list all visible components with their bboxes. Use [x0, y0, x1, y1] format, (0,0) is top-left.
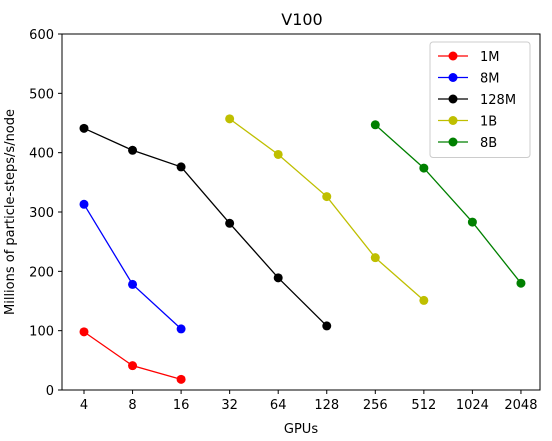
data-point: [273, 273, 283, 283]
legend-label: 1B: [480, 115, 497, 130]
data-point: [419, 295, 429, 305]
y-axis-label: Millions of particle-steps/s/node: [3, 109, 18, 315]
legend-item: 1M: [438, 50, 500, 65]
x-tick-label: 2048: [504, 398, 537, 413]
y-tick-label: 0: [46, 384, 54, 399]
series-line: [83, 203, 182, 330]
data-point: [467, 217, 477, 227]
y-tick-label: 300: [29, 206, 54, 221]
y-tick-label: 200: [29, 265, 54, 280]
legend-item: 128M: [438, 93, 516, 108]
data-point: [79, 123, 89, 133]
y-axis: 0 100 200 300 400 500 600: [29, 28, 62, 399]
x-tick-label: 4: [80, 398, 88, 413]
x-tick-label: 128: [314, 398, 339, 413]
chart-title: V100: [281, 10, 322, 29]
data-point: [322, 321, 332, 331]
legend-label: 1M: [480, 50, 500, 65]
data-point: [225, 114, 235, 124]
x-tick-label: 512: [411, 398, 436, 413]
series-8m: [79, 199, 186, 334]
legend-marker: [448, 94, 458, 104]
x-tick-label: 1024: [456, 398, 489, 413]
data-point: [128, 361, 138, 371]
legend-item: 8B: [438, 136, 497, 151]
data-point: [322, 192, 332, 202]
data-point: [79, 199, 89, 209]
series-1b: [225, 114, 429, 305]
legend-label: 8M: [480, 72, 500, 87]
legend-marker: [448, 73, 458, 82]
x-tick-label: 32: [221, 398, 238, 413]
series-128m: [79, 123, 332, 331]
y-tick-label: 500: [29, 87, 54, 102]
y-tick-label: 400: [29, 147, 54, 162]
series-line: [374, 124, 522, 284]
y-tick-label: 100: [29, 325, 54, 340]
x-tick-label: 256: [363, 398, 388, 413]
series-8b: [370, 120, 526, 288]
data-point: [370, 253, 380, 263]
legend: 1M 8M 128M 1B 8B: [429, 41, 531, 158]
series-line: [83, 127, 328, 327]
legend-label: 8B: [480, 136, 497, 151]
data-point: [225, 218, 235, 228]
series-layer: [79, 114, 526, 384]
x-tick-label: 64: [270, 398, 287, 413]
data-point: [419, 163, 429, 173]
data-point: [370, 120, 380, 130]
legend-frame: [429, 41, 531, 158]
data-point: [273, 149, 283, 159]
legend-marker: [448, 116, 458, 125]
x-tick-label: 16: [173, 398, 190, 413]
series-1m: [79, 327, 186, 384]
legend-marker: [448, 51, 458, 61]
data-point: [128, 145, 138, 155]
y-tick-label: 600: [29, 28, 54, 43]
series-line: [83, 331, 182, 380]
series-line: [229, 118, 425, 301]
legend-marker: [448, 137, 458, 147]
x-tick-label: 8: [128, 398, 136, 413]
data-point: [176, 324, 186, 334]
data-point: [79, 327, 89, 337]
legend-label: 128M: [480, 93, 516, 108]
x-axis: 4 8 16 32 64 128 256 512 1024 2048: [80, 390, 537, 413]
legend-item: 8M: [438, 72, 500, 87]
x-axis-label: GPUs: [284, 422, 318, 437]
data-point: [516, 278, 526, 288]
data-point: [176, 162, 186, 172]
data-point: [176, 374, 186, 384]
legend-item: 1B: [438, 115, 497, 130]
data-point: [128, 279, 138, 289]
